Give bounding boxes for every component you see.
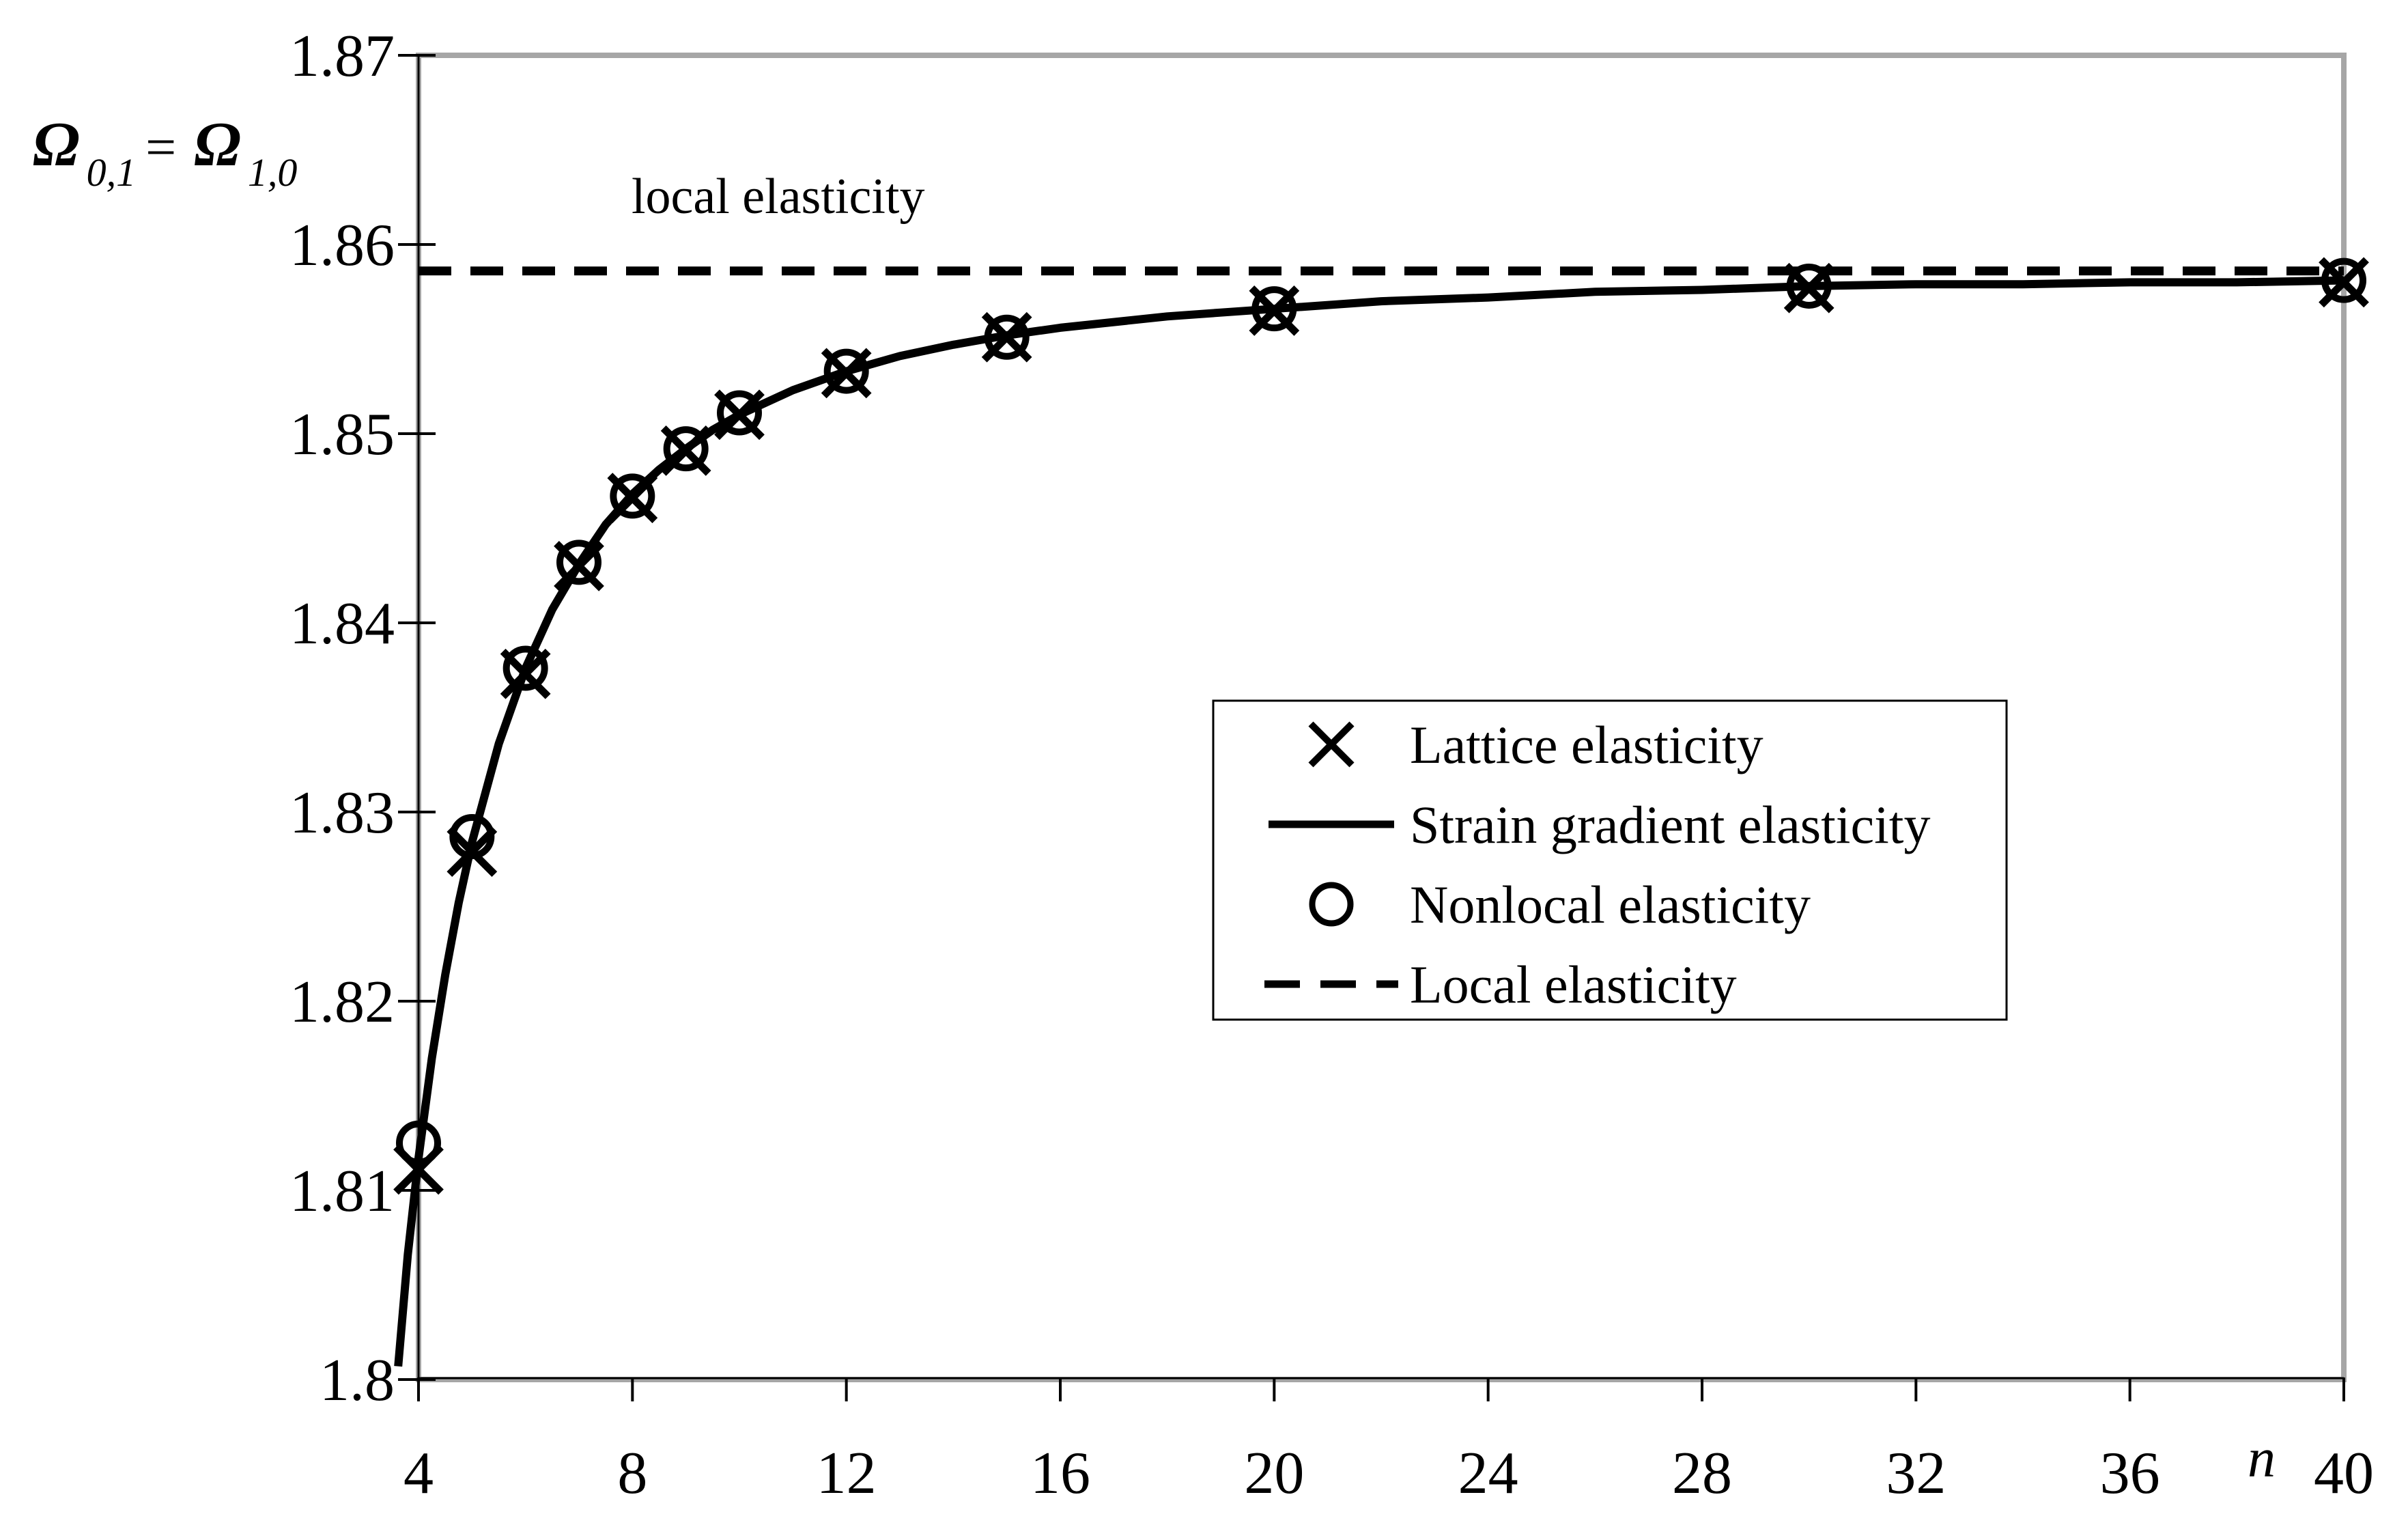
legend-item-nonlocal: Nonlocal elasticity	[1309, 875, 1811, 934]
nonlocal-marker	[556, 540, 601, 585]
x-tick-label: 4	[403, 1440, 434, 1507]
y-tick-label: 1.85	[289, 402, 395, 468]
y-tick-label: 1.86	[289, 212, 395, 279]
legend-label: Nonlocal elasticity	[1410, 875, 1811, 934]
y-tick-label: 1.8	[320, 1347, 395, 1414]
lattice-marker	[1249, 285, 1300, 336]
x-axis-title: n	[2248, 1427, 2276, 1489]
nonlocal-marker	[1786, 263, 1832, 309]
legend-item-strain-gradient: Strain gradient elasticity	[1269, 795, 1930, 854]
legend-item-lattice: Lattice elasticity	[1308, 715, 1763, 774]
lattice-marker	[714, 389, 765, 440]
lattice-marker	[607, 473, 658, 524]
x-tick-label: 12	[817, 1440, 877, 1507]
local-elasticity-annotation: local elasticity	[632, 169, 924, 225]
legend-label: Local elasticity	[1410, 955, 1737, 1014]
nonlocal-marker	[502, 645, 548, 691]
nonlocal-marker	[396, 1120, 441, 1166]
lattice-marker	[447, 826, 498, 878]
x-marker-icon	[1308, 721, 1355, 768]
y-tick-label: 1.87	[289, 23, 395, 89]
nonlocal-marker	[717, 390, 762, 436]
lattice-marker	[981, 311, 1032, 363]
y-tick-label: 1.83	[289, 780, 395, 846]
x-tick-label: 32	[1886, 1440, 1946, 1507]
lattice-x-markers	[393, 257, 2369, 1195]
x-tick-label: 20	[1244, 1440, 1304, 1507]
x-tick-label: 8	[617, 1440, 647, 1507]
x-tick-label: 40	[2314, 1440, 2374, 1507]
y-axis-title: Ω 0,1 = Ω 1,0	[33, 109, 297, 195]
lattice-marker	[554, 541, 604, 591]
nonlocal-marker	[2321, 257, 2366, 303]
nonlocal-marker	[663, 426, 709, 472]
nonlocal-marker	[823, 348, 869, 394]
x-tick-label: 16	[1030, 1440, 1090, 1507]
y-tick-label: 1.82	[289, 969, 395, 1035]
legend-label: Lattice elasticity	[1410, 715, 1763, 774]
legend-item-local: Local elasticity	[1264, 955, 1737, 1014]
lattice-marker	[500, 648, 551, 699]
legend: Lattice elasticity Strain gradient elast…	[1212, 699, 2008, 1021]
lattice-marker	[821, 348, 872, 399]
y-tick-label: 1.81	[289, 1158, 395, 1225]
nonlocal-marker	[610, 473, 655, 519]
x-tick-label: 28	[1672, 1440, 1732, 1507]
lattice-marker	[393, 1144, 444, 1195]
nonlocal-marker	[1251, 286, 1297, 332]
legend-label: Strain gradient elasticity	[1410, 795, 1930, 854]
x-tick-label: 24	[1458, 1440, 1518, 1507]
lattice-marker	[660, 425, 711, 476]
lattice-marker	[1783, 262, 1835, 313]
y-tick-label: 1.84	[289, 591, 395, 657]
y-axis-ticks: 1.8 1.81 1.82 1.83 1.84 1.85 1.86 1.87	[289, 23, 436, 1414]
circle-marker-icon	[1309, 882, 1354, 927]
lattice-marker	[2319, 257, 2369, 308]
x-axis-ticks: 4 8 12 16 20 24 28 32 36 40	[403, 1377, 2374, 1507]
x-tick-label: 36	[2100, 1440, 2160, 1507]
nonlocal-marker	[984, 314, 1030, 360]
